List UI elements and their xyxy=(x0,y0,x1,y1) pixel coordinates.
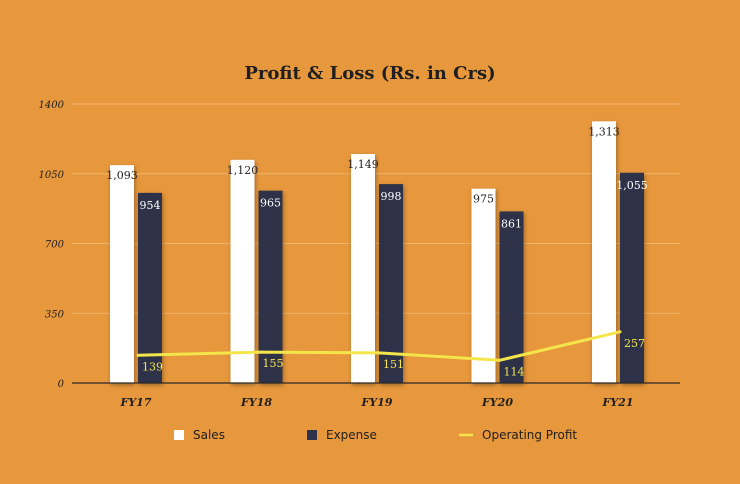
x-tick-label: FY20 xyxy=(481,396,513,409)
data-label-sales: 1,313 xyxy=(588,125,620,138)
bar-sales-fy18 xyxy=(230,159,255,383)
operating-profit-line-group: 139 155 151 114 257 xyxy=(136,330,645,378)
legend-label-sales: Sales xyxy=(193,428,225,442)
bars: 1,093 954 1,120 965 1,149 998 975 861 1,313 1,055 xyxy=(106,121,648,383)
bar-sales-fy20 xyxy=(471,188,496,383)
y-tick-label: 1050 xyxy=(39,170,65,181)
data-label-operating-profit: 151 xyxy=(383,358,404,371)
gridlines xyxy=(72,103,680,314)
bar-expense-fy21 xyxy=(620,172,644,383)
bar-expense-fy17 xyxy=(138,192,162,383)
y-tick-label: 0 xyxy=(58,379,65,390)
data-label-sales: 1,149 xyxy=(347,158,379,171)
x-tick-label: FY19 xyxy=(361,396,393,409)
x-tick-label: FY17 xyxy=(120,396,152,409)
chart-title: Profit & Loss (Rs. in Crs) xyxy=(244,63,495,84)
data-label-operating-profit: 155 xyxy=(263,357,284,370)
bar-sales-fy21 xyxy=(592,121,616,383)
data-label-expense: 861 xyxy=(501,217,522,230)
data-label-sales: 1,120 xyxy=(227,164,259,177)
operating-profit-point xyxy=(257,350,260,354)
data-label-expense: 965 xyxy=(260,197,281,210)
data-label-operating-profit: 139 xyxy=(142,360,163,373)
y-tick-label: 700 xyxy=(45,240,65,251)
legend-swatch-sales xyxy=(174,430,184,440)
legend-swatch-expense xyxy=(307,430,317,440)
data-label-sales: 1,093 xyxy=(106,169,138,182)
data-label-expense: 998 xyxy=(381,190,402,203)
bar-sales-fy17 xyxy=(110,165,134,383)
bar-expense-fy18 xyxy=(258,190,283,383)
data-label-operating-profit: 257 xyxy=(624,337,645,350)
legend-label-operating-profit: Operating Profit xyxy=(482,428,577,442)
data-label-sales: 975 xyxy=(473,193,494,206)
bar-expense-fy19 xyxy=(379,184,403,383)
data-label-expense: 954 xyxy=(140,199,161,212)
operating-profit-point xyxy=(618,330,622,334)
operating-profit-point xyxy=(498,358,501,362)
y-tick-label: 350 xyxy=(45,309,65,320)
data-label-operating-profit: 114 xyxy=(504,365,525,378)
legend-label-expense: Expense xyxy=(326,428,377,442)
y-axis: 0 350 700 1050 1400 xyxy=(39,100,65,390)
operating-profit-point xyxy=(136,353,140,357)
bar-sales-fy19 xyxy=(351,154,375,383)
y-tick-label: 1400 xyxy=(39,100,65,111)
x-tick-label: FY21 xyxy=(602,396,634,409)
x-tick-label: FY18 xyxy=(240,396,272,409)
legend: Sales Expense Operating Profit xyxy=(174,428,577,442)
data-label-expense: 1,055 xyxy=(616,179,648,192)
x-axis: FY17 FY18 FY19 FY20 FY21 xyxy=(72,382,680,409)
operating-profit-point xyxy=(377,351,381,355)
